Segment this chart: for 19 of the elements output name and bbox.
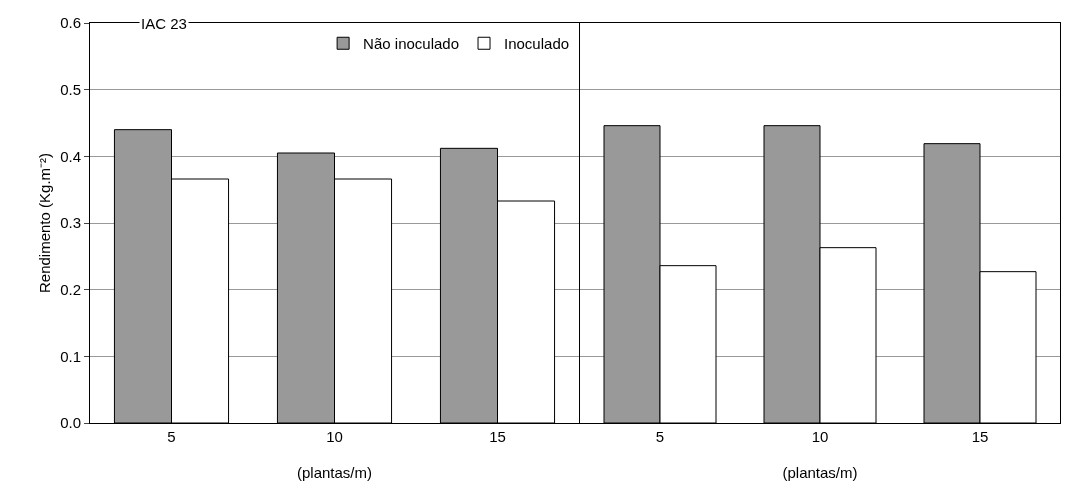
x-axis-title: (plantas/m) (782, 464, 858, 481)
y-tick-label: 0.5 (60, 80, 81, 98)
y-axis-title: Rendimento (Kg.m⁻²) (36, 152, 53, 294)
y-tick-label: 0.2 (60, 280, 81, 298)
y-tick-label: 0.4 (60, 147, 81, 165)
x-tick-label: 5 (655, 428, 665, 445)
x-tick-label: 5 (167, 428, 176, 445)
legend-label: Inoculado (504, 35, 570, 53)
y-tick-label: 0.0 (60, 414, 81, 432)
y-tick-label: 0.3 (60, 214, 81, 232)
x-tick-label: 10 (326, 428, 343, 445)
y-tick-label: 0.1 (60, 347, 81, 365)
x-axis-title: (plantas/m) (296, 464, 373, 481)
x-tick-label: 10 (811, 428, 829, 445)
chart-title: IAC 23 (141, 15, 187, 32)
legend-label: Não inoculado (363, 35, 460, 53)
x-tick-label: 15 (971, 428, 989, 445)
y-tick-label: 0.6 (60, 14, 81, 32)
x-tick-label: 15 (489, 428, 506, 445)
